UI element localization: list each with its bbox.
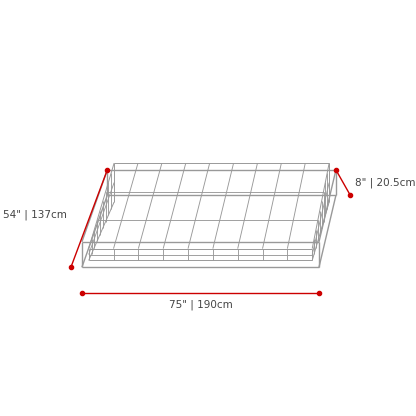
Text: 75" | 190cm: 75" | 190cm [168,300,232,310]
Text: 8" | 20.5cm: 8" | 20.5cm [354,177,415,188]
Text: 54" | 137cm: 54" | 137cm [3,210,67,220]
